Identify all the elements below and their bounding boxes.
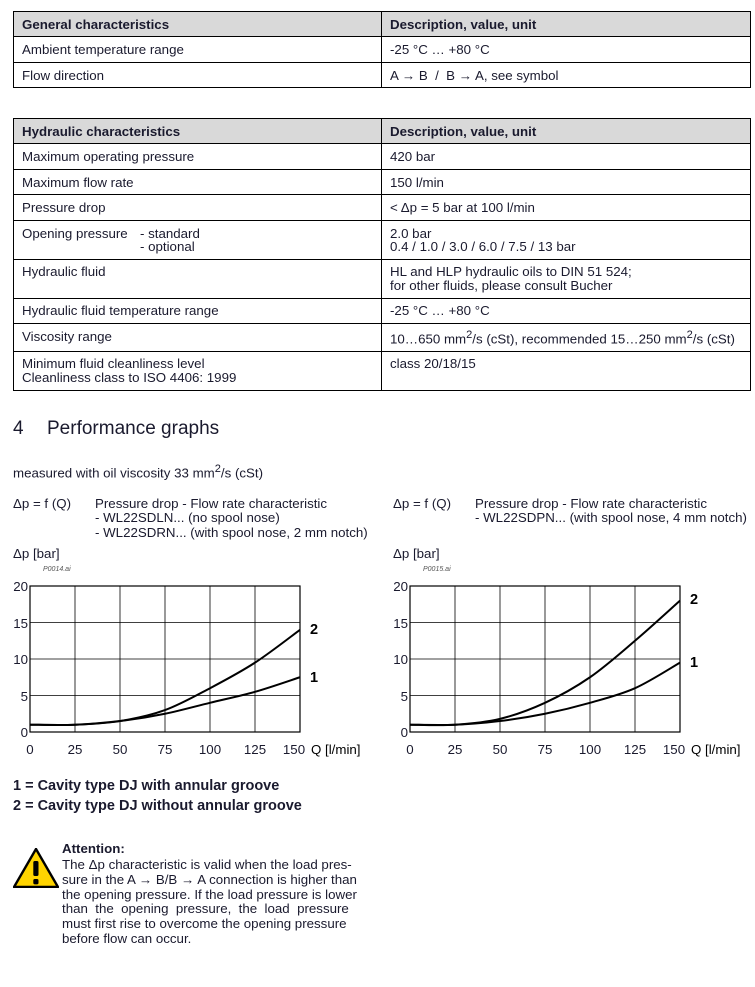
svg-text:1: 1 [690, 655, 698, 671]
svg-text:Δp [bar]: Δp [bar] [393, 548, 440, 561]
svg-text:125: 125 [244, 742, 266, 757]
svg-text:10: 10 [13, 652, 28, 667]
svg-text:75: 75 [158, 742, 173, 757]
svg-text:50: 50 [113, 742, 128, 757]
svg-text:150: 150 [283, 742, 305, 757]
svg-text:20: 20 [13, 579, 28, 594]
svg-text:0: 0 [21, 725, 28, 740]
svg-text:Q [l/min]: Q [l/min] [691, 742, 741, 757]
svg-text:2: 2 [690, 592, 698, 608]
svg-text:0: 0 [406, 742, 413, 757]
svg-text:50: 50 [493, 742, 508, 757]
svg-text:0: 0 [26, 742, 33, 757]
svg-text:15: 15 [13, 616, 28, 631]
svg-text:5: 5 [401, 689, 408, 704]
svg-text:150: 150 [663, 742, 685, 757]
svg-text:Q [l/min]: Q [l/min] [311, 742, 361, 757]
svg-text:1: 1 [310, 670, 318, 686]
svg-text:0: 0 [401, 725, 408, 740]
svg-text:15: 15 [393, 616, 408, 631]
svg-text:100: 100 [579, 742, 601, 757]
svg-text:125: 125 [624, 742, 646, 757]
svg-text:2: 2 [310, 622, 318, 638]
svg-text:75: 75 [538, 742, 553, 757]
svg-text:5: 5 [21, 689, 28, 704]
svg-text:25: 25 [448, 742, 463, 757]
svg-text:10: 10 [393, 652, 408, 667]
svg-text:20: 20 [393, 579, 408, 594]
svg-text:25: 25 [68, 742, 83, 757]
svg-text:P0014.ai: P0014.ai [43, 566, 71, 573]
svg-text:100: 100 [199, 742, 221, 757]
svg-text:Δp [bar]: Δp [bar] [13, 548, 60, 561]
svg-text:P0015.ai: P0015.ai [423, 566, 451, 573]
